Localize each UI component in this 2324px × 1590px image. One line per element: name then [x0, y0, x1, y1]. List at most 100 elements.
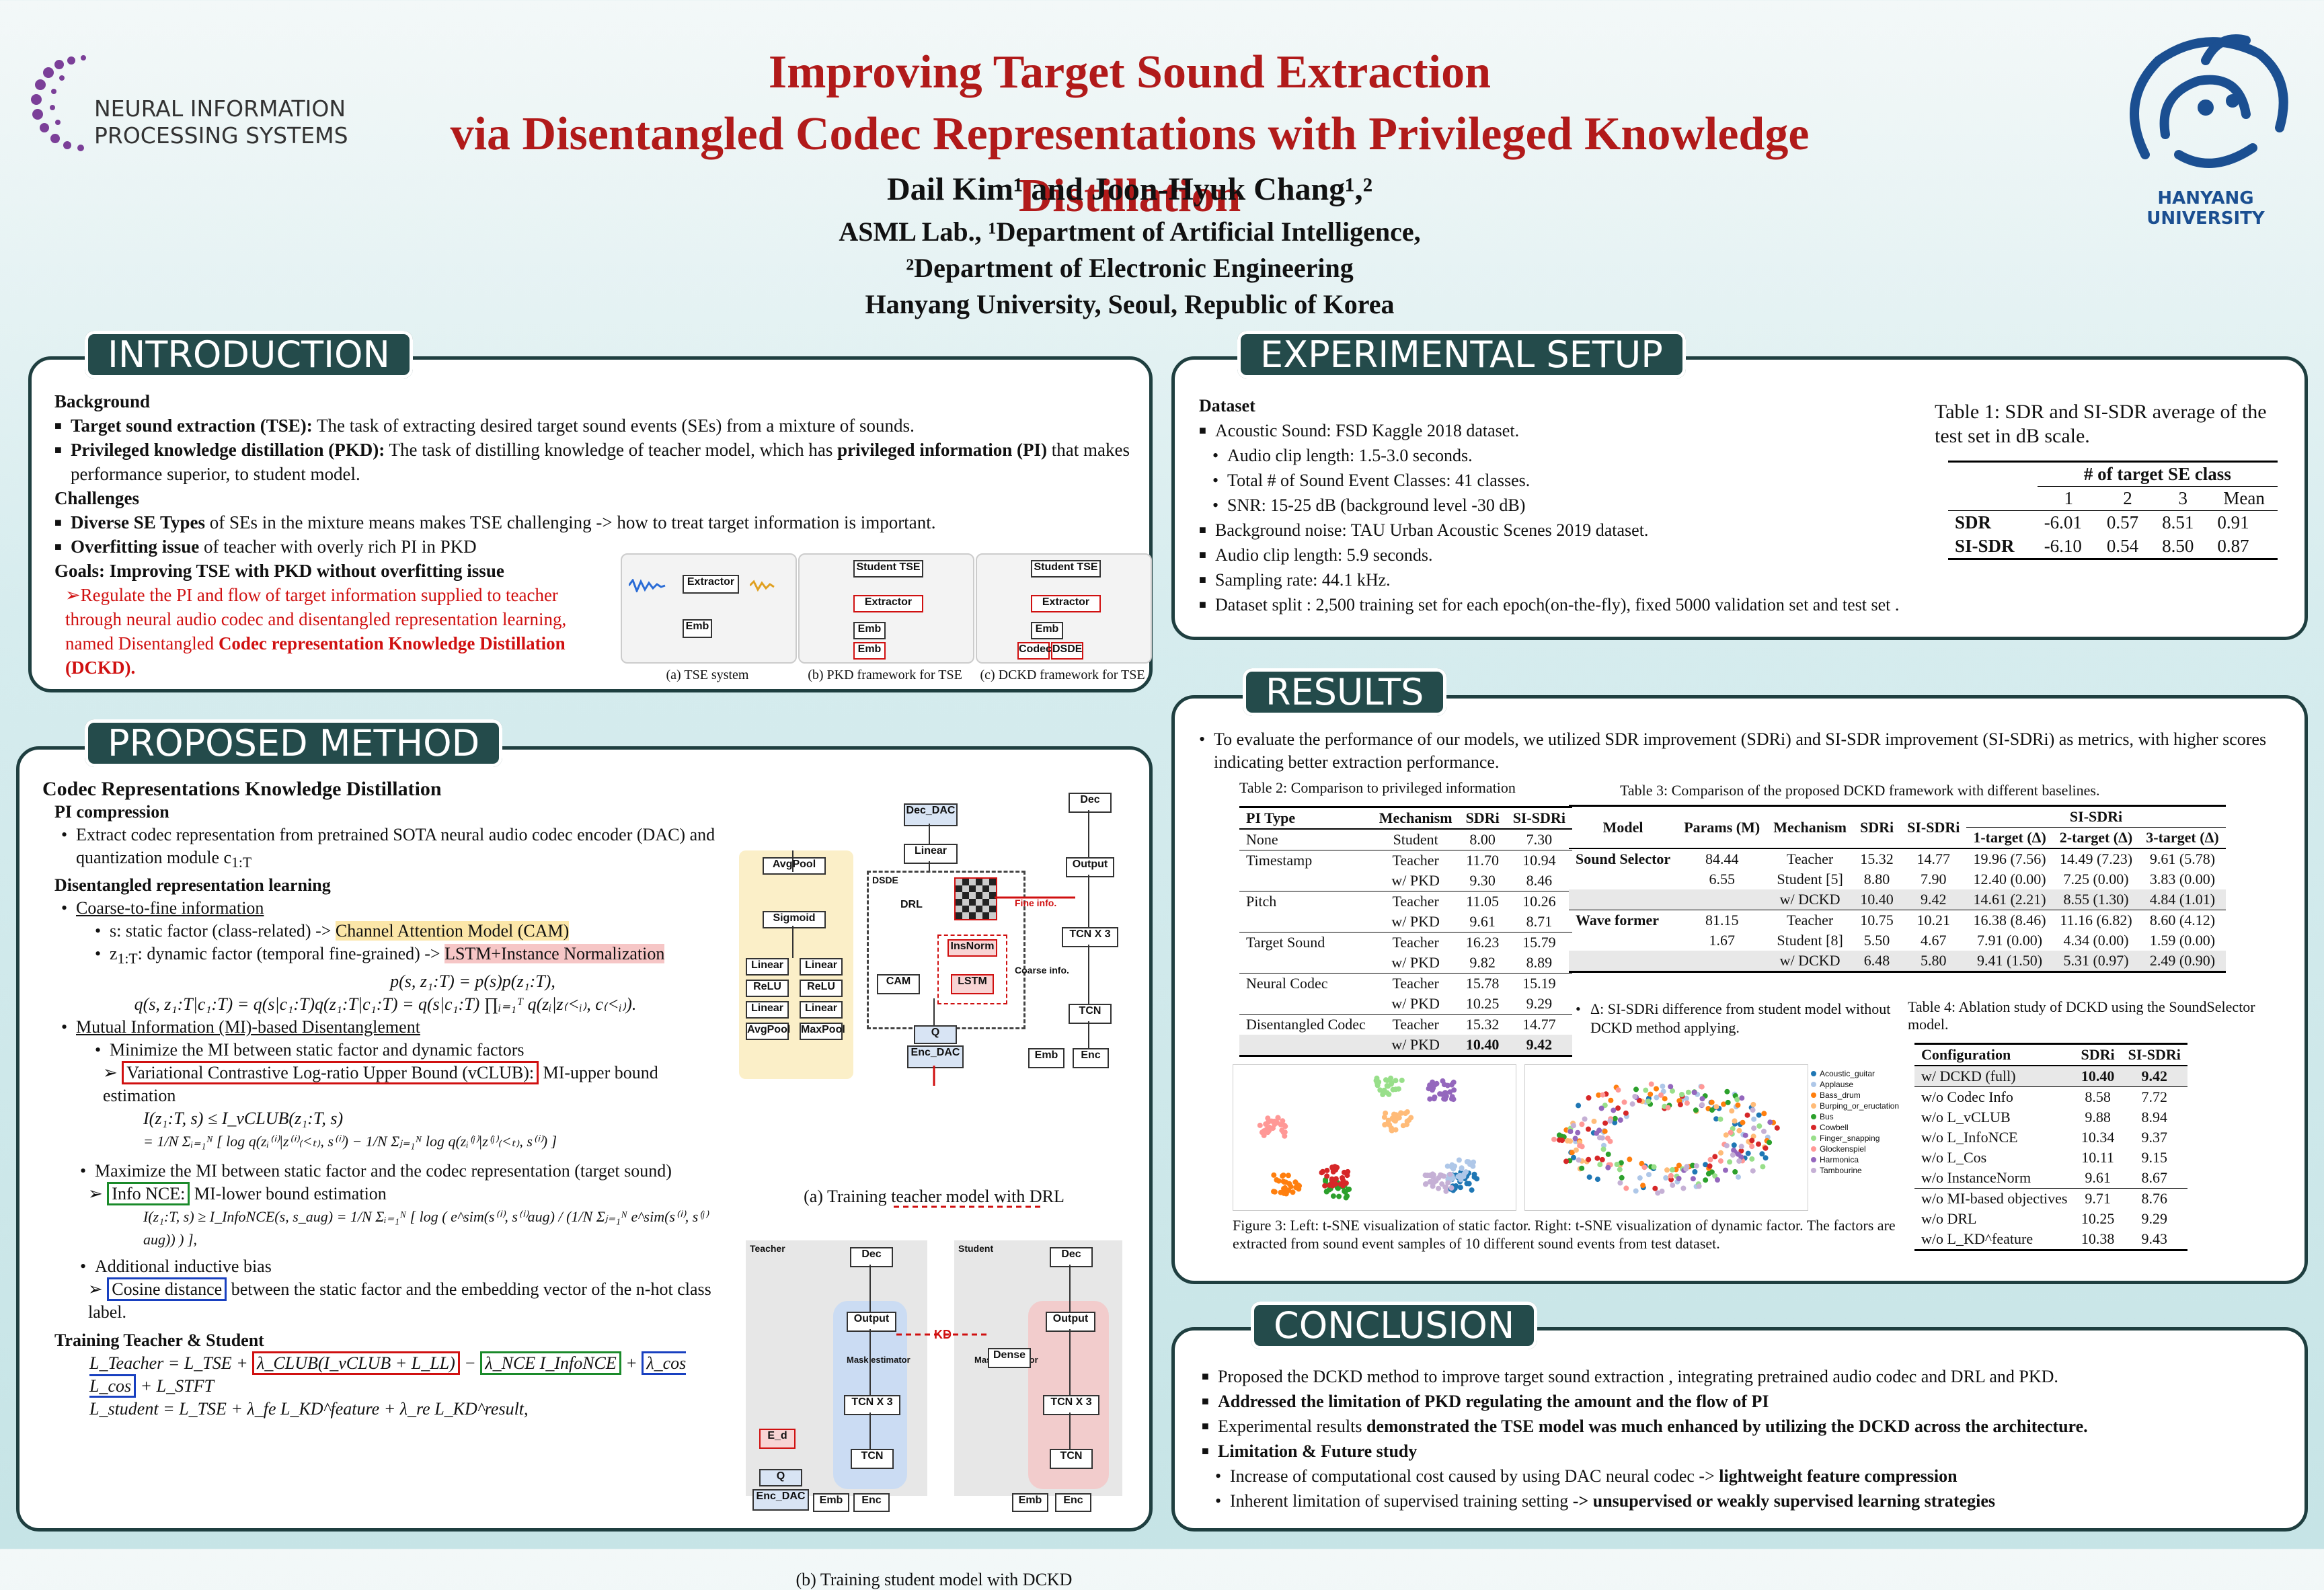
setup-item-7: Dataset split : 2,500 training set for e… [1199, 592, 2019, 617]
table2-caption: Table 2: Comparison to privileged inform… [1239, 779, 1516, 796]
diag-s-tcn3-t: TCN X 3 [844, 1395, 900, 1415]
tsne-point [1599, 1156, 1605, 1162]
tsne-point [1623, 1185, 1629, 1191]
table-cell: 4.84 (1.01) [2149, 891, 2216, 908]
table-cell: 1.59 (0.00) [2149, 932, 2216, 949]
setup-item-3: SNR: 15-25 dB (background level -30 dB) [1212, 493, 2019, 518]
tsne-point [1690, 1162, 1696, 1168]
tsne-point [1731, 1147, 1737, 1153]
tsne-point [1427, 1096, 1433, 1102]
table-cell: 8.71 [1526, 913, 1553, 930]
results-title: RESULTS [1243, 668, 1447, 716]
tsne-point [1257, 1122, 1263, 1128]
tsne-point [1579, 1165, 1585, 1171]
student-dckd-figure: Teacher Student Mask estimator Mask esti… [732, 1153, 1136, 1589]
tsne-point [1633, 1086, 1639, 1092]
intro-cap-a: (a) TSE system [666, 668, 749, 682]
tsne-point [1322, 1183, 1328, 1189]
pkd-emb-box: Emb [853, 622, 886, 639]
diag-insnorm: InsNorm [947, 939, 997, 957]
tsne-point [1384, 1090, 1390, 1096]
table-cell [1569, 951, 1677, 972]
table-row: Target Sound Teacher 16.23 15.79 [1239, 932, 1572, 953]
tsne-point [1660, 1083, 1666, 1089]
table-cell: Timestamp [1246, 852, 1313, 869]
tsne-point [1443, 1184, 1449, 1190]
tsne-point [1272, 1121, 1278, 1127]
diag-enc-dac: Enc_DAC [907, 1045, 964, 1068]
tsne-point [1668, 1172, 1674, 1179]
tsne-point [1464, 1159, 1470, 1164]
table-cell: Teacher [1392, 934, 1439, 951]
diag-b-arrows [869, 1205, 1071, 1449]
tsne-point [1774, 1125, 1780, 1131]
tsne-point [1594, 1155, 1600, 1161]
table-cell: w/o DRL [1921, 1210, 1977, 1227]
tsne-point [1391, 1111, 1397, 1117]
tsne-point [1709, 1107, 1715, 1113]
tsne-point [1444, 1163, 1450, 1169]
table-cell: 84.44 [1705, 850, 1739, 867]
delta-note: Δ: SI-SDRi difference from student model… [1576, 1000, 1925, 1037]
conclusion-5: Increase of computational cost caused by… [1215, 1464, 2291, 1488]
tsne-point [1453, 1183, 1459, 1189]
tsne-point [1457, 1172, 1463, 1179]
table-cell [1569, 930, 1677, 951]
legend-item: Finger_snapping [1811, 1133, 1919, 1144]
tsne-point [1324, 1167, 1330, 1173]
tsne-point [1643, 1087, 1649, 1093]
tsne-point [1597, 1135, 1602, 1141]
pkd-extractor-box: Extractor [853, 595, 923, 612]
intro-cap-c: (c) DCKD framework for TSE [980, 668, 1145, 682]
tsne-point [1707, 1163, 1713, 1169]
tsne-point [1329, 1176, 1335, 1182]
tsne-point [1447, 1089, 1453, 1095]
table-cell: w/ PKD [1391, 872, 1440, 889]
table-cell: 9.42 [1920, 891, 1947, 908]
table3-caption: Table 3: Comparison of the proposed DCKD… [1620, 782, 2100, 799]
setup-item-1: Audio clip length: 1.5-3.0 seconds. [1212, 443, 2019, 468]
diag-s-tcn-t: TCN [851, 1449, 894, 1469]
tsne-point [1439, 1091, 1445, 1097]
table-cell: w/o L_vCLUB [1921, 1109, 2011, 1125]
legend-marker [1811, 1114, 1816, 1119]
table2: PI Type Mechanism SDRi SI-SDRi None Student 8… [1239, 806, 1572, 1057]
tsne-point [1445, 1180, 1451, 1186]
table-row: w/o L_Cos 10.11 9.15 [1914, 1148, 2187, 1168]
table-row: w/o Codec Info 8.58 7.72 [1914, 1086, 2187, 1108]
tsne-point [1604, 1136, 1611, 1142]
coarse-to-fine-item: Coarse-to-fine information s: static fac… [61, 897, 728, 970]
table-cell: 10.38 [2081, 1230, 2115, 1247]
tsne-point [1749, 1144, 1755, 1150]
tsne-point [1732, 1118, 1738, 1124]
tsne-point [1640, 1183, 1646, 1189]
tsne-point [1668, 1177, 1674, 1183]
tsne-point [1274, 1177, 1280, 1183]
table-cell: 6.48 [1863, 952, 1890, 969]
table-row: w/ DCKD 6.48 5.80 9.41 (1.50) 5.31 (0.97) 2.4… [1569, 951, 2226, 972]
table-cell: 8.00 [1469, 831, 1496, 848]
diag-cam: CAM [877, 974, 920, 994]
table-row: w/o L_InfoNCE 10.34 9.37 [1914, 1127, 2187, 1148]
legend-marker [1811, 1146, 1816, 1152]
tsne-point [1723, 1132, 1729, 1138]
tsne-point [1655, 1190, 1661, 1196]
diag-codec-grid [954, 877, 997, 920]
table3: Model Params (M) Mechanism SDRi SI-SDRi SI-S… [1569, 805, 2226, 973]
tsne-point [1430, 1183, 1436, 1189]
intro-figure-tse: Extractor Emb [621, 553, 797, 664]
tsne-point [1393, 1118, 1398, 1124]
tsne-point [1693, 1163, 1699, 1169]
conclusion-4: Limitation & Future study [1202, 1439, 2291, 1464]
tsne-point [1602, 1128, 1608, 1134]
table-cell: w/ PKD [1391, 1036, 1440, 1053]
table-cell: 8.60 (4.12) [2149, 912, 2216, 928]
tsne-point [1646, 1172, 1652, 1178]
conclusion-2: Addressed the limitation of PKD regulati… [1202, 1389, 2291, 1414]
tsne-point [1431, 1179, 1437, 1185]
tsne-point [1654, 1086, 1659, 1092]
table-cell: 2.49 (0.90) [2149, 952, 2216, 969]
table-cell [1239, 871, 1372, 891]
tsne-point [1676, 1176, 1682, 1181]
tsne-point [1707, 1156, 1713, 1162]
